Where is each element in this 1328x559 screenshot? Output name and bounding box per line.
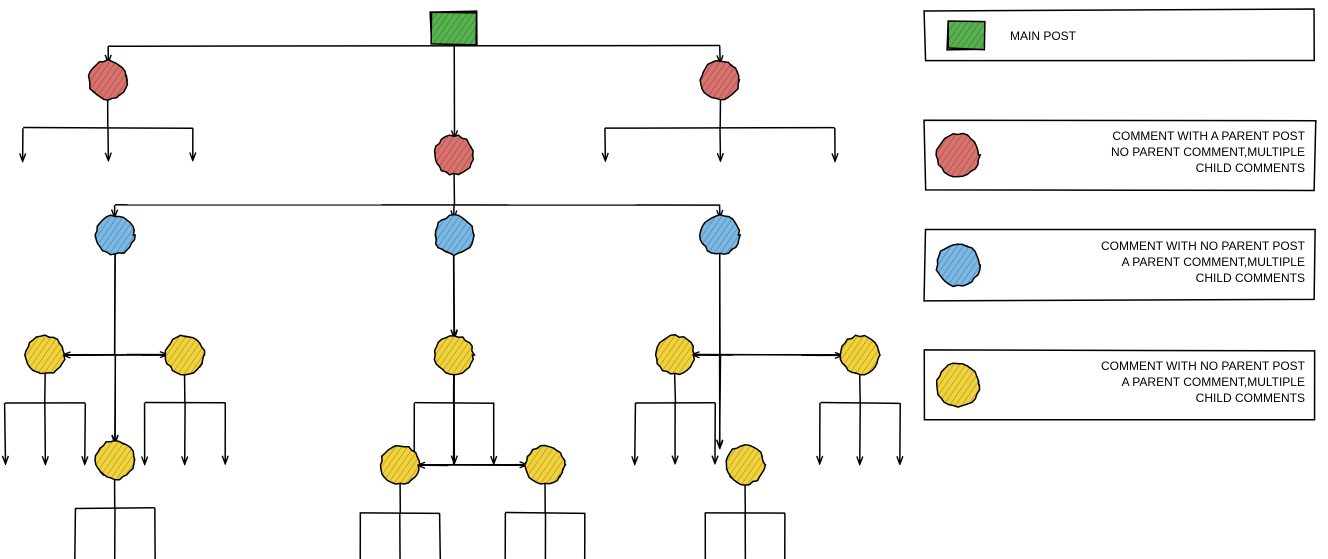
lg-yellow-label-2: CHILD COMMENTS xyxy=(1196,391,1305,405)
lg-yellow-label-1: A PARENT COMMENT,MULTIPLE xyxy=(1122,375,1305,389)
node-y3 xyxy=(95,441,135,480)
nodes-layer xyxy=(25,11,880,485)
lg-red-label-1: NO PARENT COMMENT,MULTIPLE xyxy=(1111,145,1305,159)
lg-blue-label-0: COMMENT WITH NO PARENT POST xyxy=(1101,239,1306,253)
lg-main-label-0: MAIN POST xyxy=(1010,29,1077,43)
lg-red-label-2: CHILD COMMENTS xyxy=(1196,161,1305,175)
lg-main-icon xyxy=(947,21,985,50)
node-b3 xyxy=(700,215,741,254)
legend: MAIN POST COMMENT WITH A PARENT POST NO PA… xyxy=(924,9,1316,420)
edges-layer xyxy=(5,44,901,559)
node-r3 xyxy=(700,61,739,100)
lg-yellow-icon xyxy=(937,363,980,407)
node-y2 xyxy=(165,335,204,375)
lg-yellow-label-0: COMMENT WITH NO PARENT POST xyxy=(1101,359,1306,373)
node-y1 xyxy=(25,335,65,373)
lg-blue-icon xyxy=(936,244,980,286)
diagram-canvas: MAIN POST COMMENT WITH A PARENT POST NO PA… xyxy=(0,0,1328,559)
node-b2 xyxy=(435,215,474,256)
lg-red-label-0: COMMENT WITH A PARENT POST xyxy=(1112,129,1305,143)
node-y4 xyxy=(434,336,474,375)
node-b1 xyxy=(95,215,135,255)
node-y5 xyxy=(381,446,420,484)
node-y6 xyxy=(525,446,566,485)
node-y8 xyxy=(840,335,880,375)
lg-blue-label-1: A PARENT COMMENT,MULTIPLE xyxy=(1122,255,1305,269)
node-r2 xyxy=(435,135,474,175)
node-y7 xyxy=(656,335,695,375)
node-y9 xyxy=(726,445,765,485)
node-root xyxy=(430,11,477,45)
lg-blue-label-2: CHILD COMMENTS xyxy=(1196,271,1305,285)
node-r1 xyxy=(89,60,128,101)
